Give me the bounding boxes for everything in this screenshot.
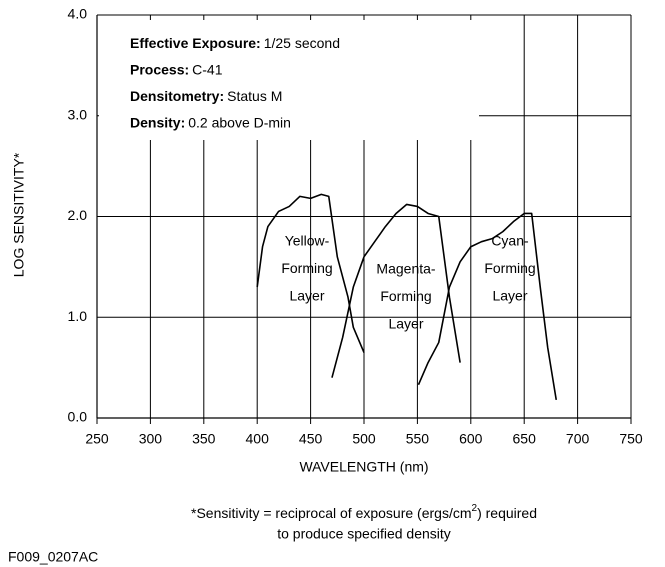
- y-tick-label: 4.0: [68, 6, 88, 22]
- info-line: Process: C-41: [130, 61, 223, 77]
- info-value: 0.2 above D-min: [188, 114, 291, 130]
- x-axis-label: WAVELENGTH (nm): [299, 459, 428, 475]
- annotation: Yellow-: [285, 233, 330, 249]
- x-tick-label: 550: [406, 431, 430, 447]
- x-tick-label: 250: [85, 431, 109, 447]
- x-tick-label: 750: [619, 431, 643, 447]
- figure-code: F009_0207AC: [8, 549, 98, 565]
- info-label: Effective Exposure:: [130, 35, 261, 51]
- x-tick-label: 300: [139, 431, 163, 447]
- info-value: 1/25 second: [264, 35, 340, 51]
- x-tick-label: 450: [299, 431, 323, 447]
- annotation: Layer: [492, 288, 527, 304]
- annotation: Cyan-: [491, 233, 529, 249]
- y-tick-label: 1.0: [68, 308, 88, 324]
- info-label: Densitometry:: [130, 88, 224, 104]
- info: Effective Exposure: 1/25 second Process: C-…: [130, 35, 340, 131]
- y-axis-label: LOG SENSITIVITY*: [11, 152, 27, 277]
- info-box: [99, 20, 479, 140]
- line: [417, 212, 558, 400]
- footnote: to produce specified density: [277, 526, 451, 542]
- y-tick-label: 3.0: [68, 106, 88, 122]
- x-tick-label: 350: [192, 431, 216, 447]
- info-line: Densitometry: Status M: [130, 88, 282, 104]
- x-tick-label: 500: [352, 431, 376, 447]
- info-label: Density:: [130, 114, 185, 130]
- footnote-text: *Sensitivity = reciprocal of exposure (e…: [191, 505, 472, 521]
- x-tick-label: 400: [246, 431, 270, 447]
- annotation: Forming: [380, 288, 431, 304]
- info-label: Process:: [130, 61, 189, 77]
- annotation: Layer: [289, 288, 324, 304]
- line: [331, 203, 461, 378]
- y-tick-label: 0.0: [68, 409, 88, 425]
- x-tick-label: 700: [566, 431, 590, 447]
- x-tick-label: 600: [459, 431, 483, 447]
- annotation: Magenta-: [376, 261, 435, 277]
- info-value: Status M: [227, 88, 282, 104]
- annotation: Layer: [388, 316, 423, 332]
- info-line: Density: 0.2 above D-min: [130, 114, 291, 130]
- info-line: Effective Exposure: 1/25 second: [130, 35, 340, 51]
- info-value: C-41: [192, 61, 223, 77]
- annotation: Forming: [484, 260, 535, 276]
- footnote-text: ) required: [477, 505, 537, 521]
- footnote-sup: 2: [472, 503, 478, 514]
- footnote: *Sensitivity = reciprocal of exposure (e…: [191, 503, 537, 521]
- y-tick-label: 2.0: [68, 207, 88, 223]
- annotation: Forming: [281, 260, 332, 276]
- x-tick-label: 650: [513, 431, 537, 447]
- line: [256, 193, 365, 353]
